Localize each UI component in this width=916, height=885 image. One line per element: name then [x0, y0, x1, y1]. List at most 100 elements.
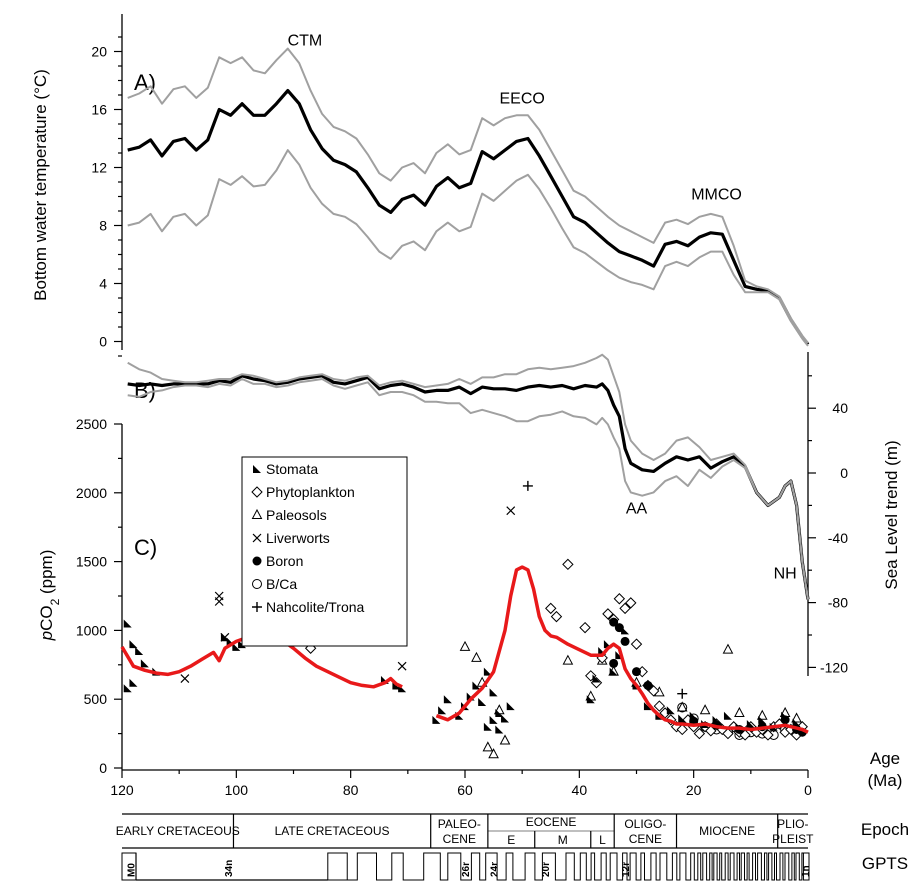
paleosols-point — [756, 709, 768, 720]
liverworts-point — [506, 506, 516, 516]
legend-entry-label: Stomata — [266, 461, 318, 477]
legend-entry-label: Boron — [266, 553, 303, 569]
legend-phytoplankton-icon — [251, 486, 263, 498]
legend-entry-label: Paleosols — [266, 507, 327, 523]
stomata-point — [678, 714, 687, 723]
temperature-tick-label: 16 — [91, 102, 107, 118]
age-tick-label: 0 — [804, 782, 812, 798]
stomata-point — [443, 695, 452, 704]
legend-boron-icon — [252, 556, 262, 566]
paleosols-point — [459, 640, 471, 651]
legend-entry-label: Nahcolite/Trona — [266, 599, 365, 615]
phytoplankton-point — [585, 670, 597, 682]
stomata-point — [758, 715, 767, 724]
temperature-annotation: MMCO — [691, 186, 742, 203]
age-tick-label: 120 — [110, 782, 134, 798]
legend-nahcolite-icon — [252, 602, 262, 612]
stomata-point — [501, 714, 510, 723]
gpts-chron-label: 1n — [801, 865, 812, 877]
phytoplankton-point — [653, 700, 666, 712]
phytoplankton-point — [705, 725, 717, 737]
boron-point — [614, 623, 624, 633]
gpts-end-block — [802, 852, 810, 881]
co2-proxy-points — [123, 480, 808, 759]
temperature-tick-label: 12 — [91, 160, 107, 176]
gpts-row-label: GPTS — [862, 854, 908, 873]
phytoplankton-point — [630, 638, 643, 650]
stomata-point — [586, 695, 595, 704]
co2-tick-label: 1500 — [76, 554, 107, 570]
sea-level-series — [127, 353, 810, 600]
phytoplankton-point — [676, 723, 688, 736]
epoch-cells: EARLY CRETACEOUS LATE CRETACEOUS PALEO-CEN… — [116, 814, 814, 848]
paleosols-point — [791, 712, 802, 723]
phytoplankton-point — [619, 602, 631, 615]
sea-level-tick-label: 40 — [832, 400, 848, 416]
geologic-time-scale: Epoch GPTS EARLY CRETACEOUS LATE CRETACEO… — [116, 813, 909, 881]
gpts-block — [327, 852, 348, 881]
stomata-point — [483, 722, 492, 731]
temperature-axis-label: Bottom water temperature (°C) — [31, 69, 50, 301]
temperature-annotations: CTM EECO MMCO — [288, 33, 742, 204]
epoch-label-line2: PLEIST — [772, 832, 814, 846]
legend-entry-label: Liverworts — [266, 530, 330, 546]
epoch-label: LATE CRETACEOUS — [275, 824, 390, 838]
stomata-point — [472, 681, 481, 690]
gpts-chron-label: M0 — [127, 863, 138, 877]
paleosols-point — [699, 704, 711, 715]
sea-level-y-ticks: -120 -80 -40 0 40 — [808, 375, 848, 675]
boron-point — [609, 617, 619, 627]
stomata-point — [495, 725, 504, 734]
co2-tick-label: 2000 — [76, 485, 107, 501]
stomata-point — [592, 674, 601, 683]
stomata-point — [792, 718, 801, 727]
sea-level-annotations: AA NH — [626, 501, 797, 583]
liverworts-point — [214, 597, 224, 606]
stomata-point — [746, 719, 755, 728]
panel-b-label: B) — [134, 378, 156, 403]
phytoplankton-point — [722, 727, 734, 740]
epoch-label-line1: PLIO- — [777, 817, 808, 831]
legend-stomata-icon — [253, 465, 261, 473]
stomata-point — [723, 711, 732, 720]
panel-a-label: A) — [134, 70, 156, 95]
gpts-chron-label: 34n — [224, 860, 235, 877]
phytoplankton-point — [579, 621, 591, 634]
sea-level-tick-label: -40 — [828, 530, 848, 546]
co2-trend-lines — [120, 565, 809, 734]
sea-level-upper-line — [127, 353, 809, 600]
epoch-label-line1: OLIGO- — [624, 817, 666, 831]
paleosols-point — [471, 651, 482, 662]
sea-level-tick-label: -120 — [820, 659, 848, 675]
stomata-point — [232, 642, 241, 651]
temperature-tick-label: 0 — [99, 334, 107, 350]
stomata-point — [135, 647, 144, 656]
co2-tick-label: 1000 — [76, 622, 107, 638]
age-label-line1: Age — [870, 749, 900, 768]
gpts-chron-label: 26r — [461, 862, 472, 877]
gpts-reversals — [347, 852, 807, 881]
age-tick-label: 80 — [343, 782, 359, 798]
age-tick-label: 20 — [686, 782, 702, 798]
temperature-annotation: EECO — [499, 91, 544, 108]
stomata-point — [123, 619, 132, 628]
sea-level-median-line — [127, 374, 810, 600]
temperature-series — [127, 47, 810, 347]
sea-level-tick-label: -80 — [828, 595, 848, 611]
co2-tick-label: 2500 — [76, 416, 107, 432]
legend-box — [241, 456, 408, 647]
epoch-label-line2: CENE — [629, 832, 662, 846]
age-x-ticks: 120 100 80 60 40 20 0 — [110, 770, 812, 798]
sea-level-tick-label: 0 — [840, 465, 848, 481]
temperature-tick-label: 4 — [99, 276, 107, 292]
stomata-point — [123, 684, 132, 693]
co2-tick-label: 0 — [99, 760, 107, 776]
liverworts-point — [220, 632, 230, 642]
temperature-tick-label: 20 — [91, 44, 107, 60]
gpts-chron-label: 20r — [541, 862, 552, 877]
phytoplankton-point — [762, 729, 774, 741]
phytoplankton-point — [545, 602, 557, 615]
boron-point — [780, 715, 790, 725]
nahcolite-point — [677, 688, 688, 699]
stomata-point — [506, 702, 515, 711]
